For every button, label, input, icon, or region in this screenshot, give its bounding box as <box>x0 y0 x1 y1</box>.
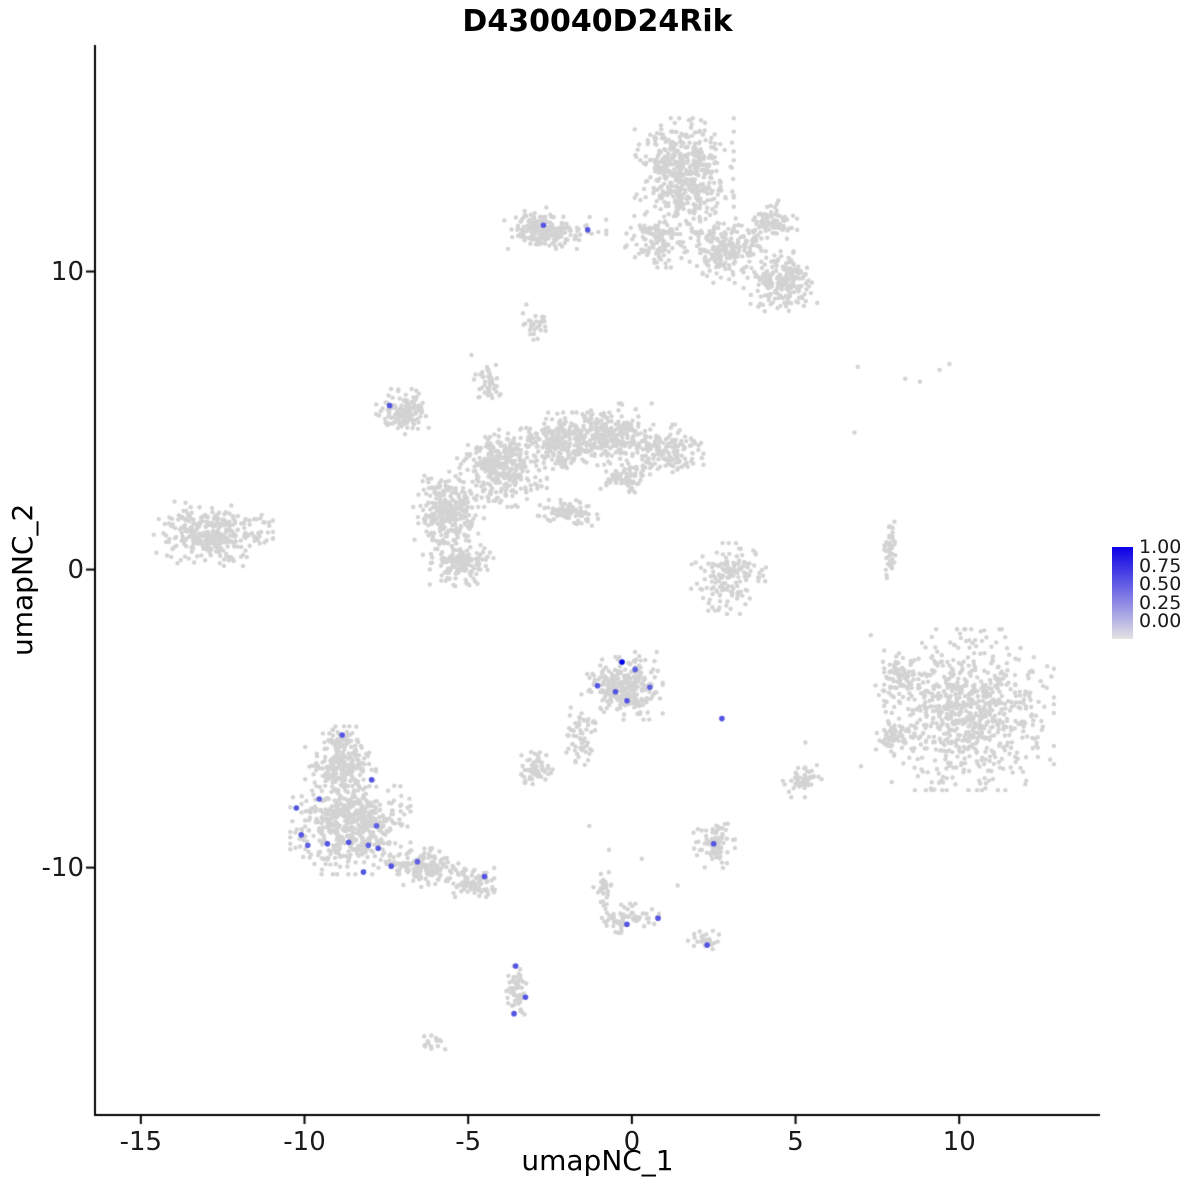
chart-title: D430040D24Rik <box>462 4 733 39</box>
legend-label: 0.25 <box>1139 591 1182 614</box>
x-axis-label: umapNC_1 <box>521 1144 674 1177</box>
x-tick-label: -10 <box>283 1127 326 1157</box>
legend-label: 1.00 <box>1139 536 1182 558</box>
legend-label: 0.50 <box>1139 573 1182 595</box>
x-tick-label: -5 <box>455 1127 482 1157</box>
x-tick-label: 10 <box>942 1127 976 1157</box>
legend-labels: 1.00 0.75 0.50 0.25 0.00 <box>1139 538 1181 631</box>
x-tick-label: -15 <box>119 1127 163 1157</box>
legend-gradient <box>1112 547 1133 639</box>
y-tick-label: -10 <box>41 852 84 883</box>
x-tick-label: 5 <box>787 1127 804 1157</box>
x-tick-label: 0 <box>623 1127 641 1157</box>
y-tick-label: 0 <box>67 554 84 585</box>
y-tick-label: 10 <box>50 256 84 287</box>
legend-label: 0.75 <box>1139 554 1182 577</box>
legend-label: 0.00 <box>1139 610 1182 632</box>
